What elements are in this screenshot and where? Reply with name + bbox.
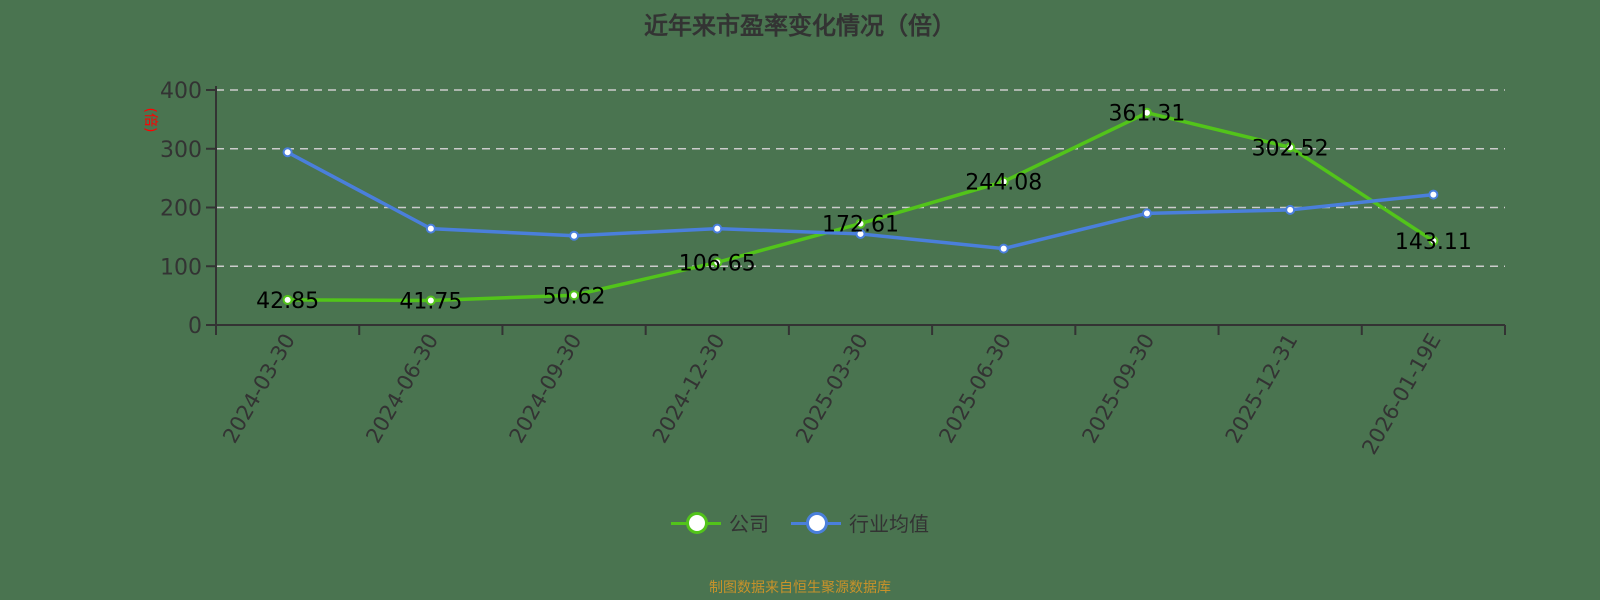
company-value-label: 244.08 bbox=[965, 171, 1042, 196]
company-point[interactable] bbox=[1428, 235, 1439, 246]
company-value-label: 50.62 bbox=[543, 284, 606, 309]
x-tick-label: 2025-03-30 bbox=[791, 330, 873, 448]
company-value-label: 41.75 bbox=[399, 289, 462, 314]
company-point[interactable] bbox=[1285, 142, 1296, 153]
x-tick-label: 2024-03-30 bbox=[218, 330, 300, 448]
y-tick-label: 200 bbox=[160, 197, 202, 222]
company-value-label: 302.52 bbox=[1252, 136, 1329, 161]
company-point[interactable] bbox=[998, 176, 1009, 187]
legend-item-industry[interactable]: 行业均值 bbox=[791, 508, 929, 537]
company-value-label: 172.61 bbox=[822, 213, 899, 238]
legend: 公司 行业均值 bbox=[0, 508, 1600, 537]
x-tick-label: 2024-09-30 bbox=[505, 330, 587, 448]
legend-item-company[interactable]: 公司 bbox=[671, 508, 769, 537]
industry-point[interactable] bbox=[425, 223, 436, 234]
industry-point[interactable] bbox=[998, 243, 1009, 254]
company-point[interactable] bbox=[712, 257, 723, 268]
x-tick-label: 2024-06-30 bbox=[361, 330, 443, 448]
y-tick-label: 300 bbox=[160, 138, 202, 163]
legend-company-label: 公司 bbox=[729, 512, 769, 536]
x-tick-label: 2025-12-31 bbox=[1221, 330, 1303, 448]
company-point[interactable] bbox=[569, 290, 580, 301]
legend-company-marker-icon bbox=[671, 511, 721, 534]
company-point[interactable] bbox=[282, 294, 293, 305]
y-axis-unit: (倍) bbox=[142, 108, 158, 133]
y-tick-label: 0 bbox=[188, 314, 202, 339]
x-tick-label: 2025-06-30 bbox=[934, 330, 1016, 448]
company-value-label: 361.31 bbox=[1108, 102, 1185, 127]
legend-industry-label: 行业均值 bbox=[849, 512, 929, 536]
industry-point[interactable] bbox=[282, 147, 293, 158]
company-value-label: 106.65 bbox=[679, 251, 756, 276]
company-point[interactable] bbox=[1141, 107, 1152, 118]
x-tick-label: 2025-09-30 bbox=[1077, 330, 1159, 448]
industry-point[interactable] bbox=[1285, 204, 1296, 215]
industry-point[interactable] bbox=[569, 230, 580, 241]
industry-point[interactable] bbox=[1428, 189, 1439, 200]
company-point[interactable] bbox=[855, 218, 866, 229]
company-value-label: 143.11 bbox=[1395, 230, 1472, 255]
source-note: 制图数据来自恒生聚源数据库 bbox=[709, 580, 891, 596]
industry-point[interactable] bbox=[1141, 208, 1152, 219]
x-tick-label: 2026-01-19E bbox=[1357, 330, 1445, 459]
industry-point[interactable] bbox=[855, 228, 866, 239]
y-tick-label: 100 bbox=[160, 255, 202, 280]
chart-title: 近年来市盈率变化情况（倍） bbox=[644, 12, 956, 40]
company-value-label: 42.85 bbox=[256, 289, 319, 314]
x-tick-label: 2024-12-30 bbox=[648, 330, 730, 448]
industry-point[interactable] bbox=[712, 223, 723, 234]
y-tick-label: 400 bbox=[160, 79, 202, 104]
company-point[interactable] bbox=[425, 295, 436, 306]
legend-industry-marker-icon bbox=[791, 511, 841, 534]
